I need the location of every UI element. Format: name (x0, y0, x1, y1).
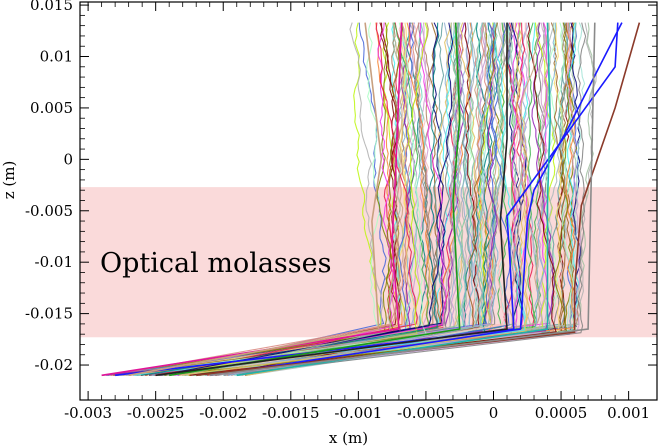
trajectory-line (193, 22, 430, 376)
trajectory-line (245, 22, 550, 376)
trajectory-line (231, 22, 403, 376)
x-axis-title: x (m) (329, 429, 368, 447)
x-tick-label: -0.001 (334, 404, 382, 422)
trajectory-line (158, 22, 428, 376)
trajectory-grey (209, 22, 596, 377)
plot-frame (79, 1, 658, 401)
trajectory-line (119, 22, 428, 376)
y-tick-label: 0.005 (30, 99, 73, 117)
trajectory-line (127, 22, 465, 376)
y-tick-label: -0.02 (35, 356, 73, 374)
trajectory-line (234, 22, 580, 376)
trajectory-line (166, 22, 462, 376)
optical-molasses-label: Optical molasses (100, 248, 331, 279)
trajectory-line (227, 22, 496, 376)
x-tick-label: -0.0015 (262, 404, 320, 422)
y-tick-label: -0.005 (25, 202, 73, 220)
y-tick-label: -0.01 (35, 253, 73, 271)
trajectory-line (141, 22, 440, 376)
trajectory-line (169, 22, 559, 376)
trajectory-line (197, 22, 445, 376)
trajectory-line (107, 22, 393, 376)
highlighted-trajectories (101, 22, 641, 377)
trajectory-line (156, 22, 387, 376)
trajectory-line (183, 22, 484, 376)
trajectory-line (208, 22, 531, 376)
trajectory-line (110, 22, 420, 376)
trajectory-line (159, 22, 454, 376)
trajectory-magenta (101, 22, 403, 377)
trajectory-line (219, 22, 384, 376)
trajectory-lines (102, 22, 597, 376)
x-tick-label: -0.002 (199, 404, 247, 422)
trajectory-line (233, 22, 494, 376)
trajectory-brown (196, 22, 641, 377)
x-tick-label: 0.001 (607, 404, 650, 422)
trajectory-tan (128, 22, 383, 377)
trajectory-line (210, 22, 540, 376)
trajectory-line (207, 22, 579, 376)
trajectory-line (133, 22, 526, 376)
trajectory-line (166, 22, 505, 376)
x-tick-label: 0.0005 (535, 404, 588, 422)
trajectory-line (241, 22, 438, 376)
y-tick-label: 0.015 (30, 0, 73, 14)
trajectory-line (147, 22, 381, 376)
trajectory-line (107, 22, 507, 376)
trajectory-line (154, 22, 418, 376)
y-tick-label: 0.01 (40, 48, 73, 66)
x-tick-label: -0.0005 (397, 404, 455, 422)
y-axis-title: z (m) (0, 161, 18, 200)
trajectory-line (179, 22, 530, 376)
x-tick-label: -0.003 (64, 404, 112, 422)
trajectory-line (160, 22, 447, 376)
trajectory-teal (236, 22, 552, 377)
trajectory-blue-1 (115, 22, 619, 377)
trajectory-black (155, 22, 508, 377)
trajectory-line (228, 22, 512, 376)
trajectory-line (181, 22, 404, 376)
y-axis-ticks: 0.015 0.01 0.005 0 -0.005 -0.01 -0.015 -0.02 (25, 0, 657, 374)
trajectory-green (169, 22, 461, 377)
y-tick-label: -0.015 (25, 305, 73, 323)
trajectory-line (138, 22, 426, 376)
trajectory-line (122, 22, 419, 376)
trajectory-line (149, 22, 448, 376)
trajectory-line (113, 22, 499, 376)
x-axis-ticks: -0.003 -0.0025 -0.002 -0.0015 -0.001 -0.0005 0… (64, 2, 650, 422)
x-tick-label: -0.0025 (127, 404, 185, 422)
trajectory-line (144, 22, 566, 376)
trajectory-blue-2 (209, 22, 623, 377)
trajectory-line (141, 22, 488, 376)
trajectory-line (246, 22, 496, 376)
trajectory-line (172, 22, 403, 376)
x-tick-label: 0 (489, 404, 499, 422)
trajectory-line (115, 22, 409, 376)
trajectory-line (102, 22, 566, 376)
trajectory-line (184, 22, 404, 376)
trajectory-line (152, 22, 557, 376)
trajectory-line (213, 22, 582, 376)
y-tick-label: 0 (63, 150, 73, 168)
trajectory-line (223, 22, 587, 376)
trajectory-line (123, 22, 494, 376)
trajectory-line (214, 22, 480, 376)
trajectory-line (112, 22, 434, 376)
trajectory-line (152, 22, 474, 376)
trajectory-line (109, 22, 428, 376)
